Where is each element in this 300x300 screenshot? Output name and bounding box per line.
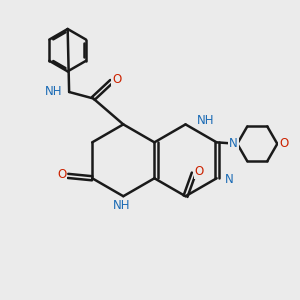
Text: O: O: [279, 137, 288, 150]
Text: O: O: [194, 165, 204, 178]
Text: N: N: [225, 173, 234, 186]
Text: O: O: [57, 168, 66, 181]
Text: NH: NH: [197, 114, 214, 127]
Text: O: O: [112, 73, 122, 85]
Text: NH: NH: [113, 199, 130, 212]
Text: NH: NH: [45, 85, 63, 98]
Text: N: N: [229, 137, 238, 150]
